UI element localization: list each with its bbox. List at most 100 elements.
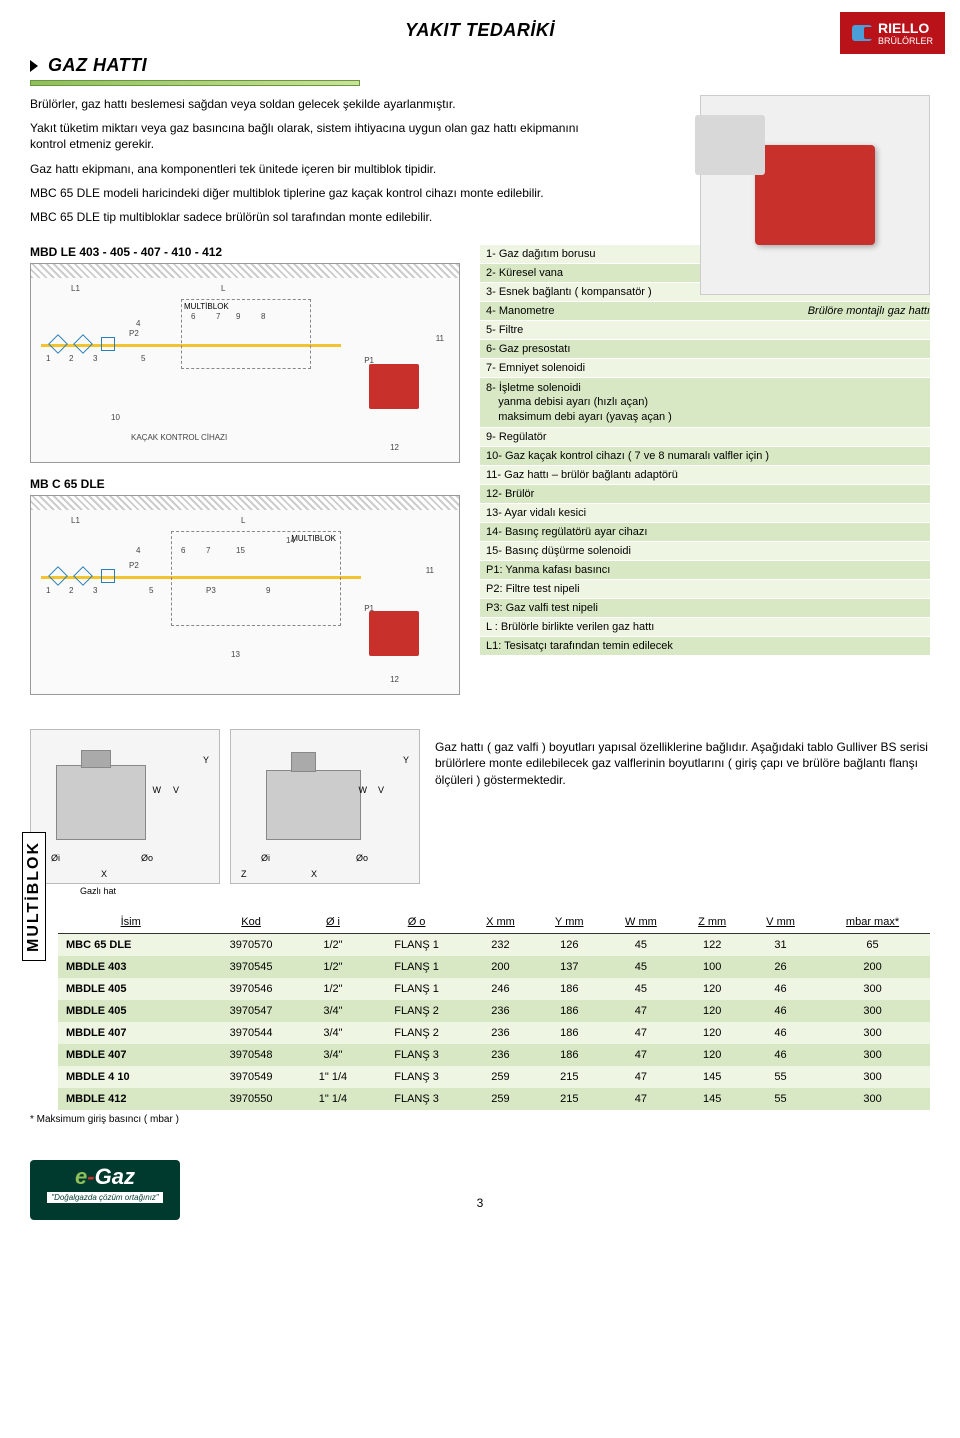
legend-item: 8- İşletme solenoidi yanma debisi ayarı … (480, 378, 930, 428)
diagram2-label: MB C 65 DLE (30, 477, 460, 491)
egas-tagline: "Doğalgazda çözüm ortağınız" (47, 1192, 163, 1203)
table-cell: MBDLE 412 (58, 1088, 203, 1110)
table-cell: 232 (466, 934, 535, 957)
logo-brand: RIELLO (878, 20, 933, 36)
legend-item: 10- Gaz kaçak kontrol cihazı ( 7 ve 8 nu… (480, 447, 930, 466)
table-cell: MBDLE 4 10 (58, 1066, 203, 1088)
table-cell: 100 (678, 956, 746, 978)
table-cell: 45 (604, 978, 679, 1000)
table-cell: 300 (815, 1022, 930, 1044)
table-cell: 126 (535, 934, 604, 957)
table-cell: 145 (678, 1066, 746, 1088)
table-cell: 45 (604, 934, 679, 957)
table-cell: 300 (815, 1066, 930, 1088)
table-cell: MBC 65 DLE (58, 934, 203, 957)
egas-dash: - (87, 1164, 94, 1189)
table-footnote: * Maksimum giriş basıncı ( mbar ) (30, 1114, 930, 1125)
table-cell: 120 (678, 1000, 746, 1022)
table-cell: 120 (678, 1022, 746, 1044)
egas-gaz: Gaz (95, 1164, 135, 1189)
intro-p1: Brülörler, gaz hattı beslemesi sağdan ve… (30, 96, 610, 112)
diagram1-label: MBD LE 403 - 405 - 407 - 410 - 412 (30, 245, 460, 259)
legend-item: 15- Basınç düşürme solenoidi (480, 542, 930, 561)
table-cell: 137 (535, 956, 604, 978)
table-cell: 186 (535, 1044, 604, 1066)
legend-item: L : Brülörle birlikte verilen gaz hattı (480, 618, 930, 637)
photo-caption: Brülöre montajlı gaz hattı (700, 305, 930, 317)
table-header: Ø i (299, 911, 367, 934)
table-cell: 1" 1/4 (299, 1066, 367, 1088)
table-cell: 145 (678, 1088, 746, 1110)
table-cell: MBDLE 405 (58, 978, 203, 1000)
table-cell: 46 (746, 978, 815, 1000)
table-cell: 3970550 (203, 1088, 298, 1110)
legend-item: 14- Basınç regülatörü ayar cihazı (480, 523, 930, 542)
main-title: YAKIT TEDARİKİ (240, 20, 720, 41)
gazli-label: Gazlı hat (80, 886, 220, 896)
table-cell: 1/2" (299, 934, 367, 957)
table-header: Kod (203, 911, 298, 934)
table-cell: FLANŞ 2 (367, 1022, 466, 1044)
kacak-label: KAÇAK KONTROL CİHAZI (131, 433, 227, 442)
table-cell: FLANŞ 2 (367, 1000, 466, 1022)
legend-item: 7- Emniyet solenoidi (480, 359, 930, 378)
table-cell: 200 (815, 956, 930, 978)
section-title-bar: GAZ HATTI (30, 55, 930, 76)
egas-e: e (75, 1164, 87, 1189)
table-cell: 122 (678, 934, 746, 957)
table-header: Z mm (678, 911, 746, 934)
table-cell: 3970546 (203, 978, 298, 1000)
table-header: V mm (746, 911, 815, 934)
table-cell: 300 (815, 1000, 930, 1022)
table-cell: FLANŞ 1 (367, 956, 466, 978)
table-cell: 236 (466, 1044, 535, 1066)
table-cell: 47 (604, 1088, 679, 1110)
table-cell: 259 (466, 1066, 535, 1088)
table-cell: 259 (466, 1088, 535, 1110)
table-cell: 236 (466, 1022, 535, 1044)
table-cell: 45 (604, 956, 679, 978)
legend-item: P2: Filtre test nipeli (480, 580, 930, 599)
table-cell: 3970544 (203, 1022, 298, 1044)
legend-item: P3: Gaz valfi test nipeli (480, 599, 930, 618)
dimension-drawings: Y V W Øi Øo X Z Gazlı hat Y V W Øi Øo X (30, 729, 420, 896)
intro-p2: Yakıt tüketim miktarı veya gaz basıncına… (30, 120, 610, 152)
dimension-text: Gaz hattı ( gaz valfi ) boyutları yapısa… (435, 729, 930, 788)
legend-item: 11- Gaz hattı – brülör bağlantı adaptörü (480, 466, 930, 485)
table-header: X mm (466, 911, 535, 934)
legend-item: 12- Brülör (480, 485, 930, 504)
table-cell: 3/4" (299, 1044, 367, 1066)
legend-item: L1: Tesisatçı tarafından temin edilecek (480, 637, 930, 656)
table-cell: 46 (746, 1000, 815, 1022)
table-cell: MBDLE 403 (58, 956, 203, 978)
table-cell: 3/4" (299, 1000, 367, 1022)
table-cell: 120 (678, 978, 746, 1000)
table-cell: MBDLE 407 (58, 1044, 203, 1066)
device-graphic (755, 145, 875, 245)
vertical-label: MULTİBLOK (22, 832, 46, 961)
table-header: W mm (604, 911, 679, 934)
table-cell: 47 (604, 1044, 679, 1066)
diagram1: L1 L MULTİBLOK KAÇAK KONTROL CİHAZI 1 2 … (30, 263, 460, 463)
table-cell: 1/2" (299, 956, 367, 978)
table-cell: 3970570 (203, 934, 298, 957)
table-header: Y mm (535, 911, 604, 934)
table-cell: 215 (535, 1088, 604, 1110)
riello-icon (852, 25, 872, 41)
table-cell: 3970548 (203, 1044, 298, 1066)
arrow-icon (30, 60, 38, 72)
table-cell: 47 (604, 1022, 679, 1044)
intro-p5: MBC 65 DLE tip multibloklar sadece brülö… (30, 209, 610, 225)
table-cell: FLANŞ 1 (367, 978, 466, 1000)
table-cell: 300 (815, 1088, 930, 1110)
multiblok2-label: MULTIBLOK (291, 534, 336, 543)
table-cell: 246 (466, 978, 535, 1000)
legend-item: 13- Ayar vidalı kesici (480, 504, 930, 523)
table-header: Ø o (367, 911, 466, 934)
table-cell: 46 (746, 1022, 815, 1044)
table-cell: 215 (535, 1066, 604, 1088)
intro-p4: MBC 65 DLE modeli haricindeki diğer mult… (30, 185, 610, 201)
table-cell: 3970547 (203, 1000, 298, 1022)
legend-item: P1: Yanma kafası basıncı (480, 561, 930, 580)
table-cell: FLANŞ 3 (367, 1066, 466, 1088)
